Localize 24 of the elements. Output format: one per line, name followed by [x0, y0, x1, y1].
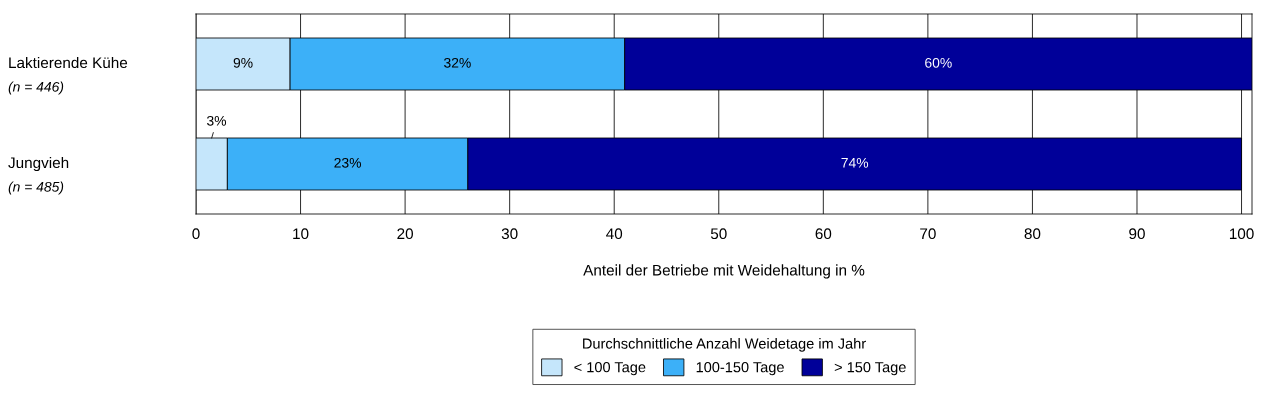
data-label: 9%: [233, 57, 253, 68]
data-label: 23%: [334, 157, 362, 168]
x-tick-label: 0: [192, 228, 200, 240]
x-tick-label: 80: [1024, 228, 1041, 240]
data-label: 3%: [206, 115, 227, 126]
x-tick-label: 40: [606, 228, 623, 240]
data-label: 74%: [841, 157, 869, 168]
x-tick-label: 90: [1129, 228, 1145, 240]
legend-label: < 100 Tage: [574, 362, 646, 376]
x-tick-label: 100: [1229, 228, 1254, 240]
x-tick-label: 30: [501, 228, 518, 240]
x-tick-label: 50: [710, 228, 727, 240]
legend-label: > 150 Tage: [834, 362, 906, 376]
x-tick-label: 60: [815, 228, 832, 240]
x-axis-title: Anteil der Betriebe mit Weidehaltung in %: [583, 264, 865, 279]
data-label: 60%: [925, 57, 952, 68]
x-tick-label: 70: [920, 228, 936, 240]
x-tick-label: 20: [397, 228, 414, 240]
legend-title: Durchschnittliche Anzahl Weidetage im Jahr: [583, 338, 866, 352]
legend-label: 100-150 Tage: [696, 362, 784, 376]
y-tick-label: Jungvieh (n = 485): [8, 156, 69, 195]
x-tick-label: 10: [293, 228, 309, 240]
data-label: 32%: [444, 57, 471, 68]
y-tick-label: Laktierende Kühe (n = 446): [8, 56, 128, 95]
